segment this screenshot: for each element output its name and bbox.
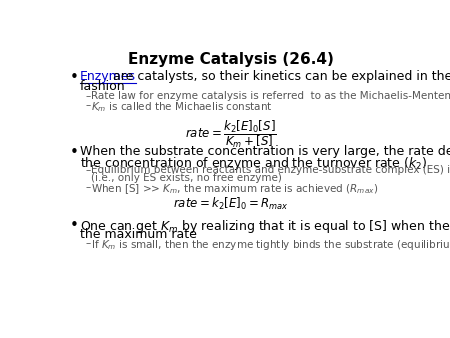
Text: –: –	[86, 91, 91, 101]
Text: Equilibrium between reactants and enzyme-substrate complex (ES) is pushed to the: Equilibrium between reactants and enzyme…	[91, 165, 450, 175]
Text: Rate law for enzyme catalysis is referred  to as the Michaelis-Menten  rate law: Rate law for enzyme catalysis is referre…	[91, 91, 450, 101]
Text: $\mathit{rate} = k_2[E]_0 = R_{max}$: $\mathit{rate} = k_2[E]_0 = R_{max}$	[173, 196, 288, 212]
Text: Enzymes: Enzymes	[80, 70, 135, 83]
Text: –: –	[86, 182, 91, 192]
Text: fashion: fashion	[80, 80, 125, 93]
Text: –: –	[86, 165, 91, 175]
Text: When [S] >> $K_m$, the maximum rate is achieved ($R_{max}$): When [S] >> $K_m$, the maximum rate is a…	[91, 182, 378, 196]
Text: If $K_m$ is small, then the enzyme tightly binds the substrate (equilibrium  is : If $K_m$ is small, then the enzyme tight…	[91, 238, 450, 252]
Text: When the substrate concentration is very large, the rate depends only on: When the substrate concentration is very…	[80, 145, 450, 158]
Text: $\mathit{rate} = \dfrac{k_2[E]_0[S]}{K_m + [S]}$: $\mathit{rate} = \dfrac{k_2[E]_0[S]}{K_m…	[185, 118, 276, 150]
Text: Enzyme Catalysis (26.4): Enzyme Catalysis (26.4)	[128, 52, 333, 67]
Text: the maximum rate: the maximum rate	[80, 228, 196, 241]
Text: •: •	[70, 70, 79, 85]
Text: One can get $K_m$ by realizing that it is equal to [S] when the rate is half of: One can get $K_m$ by realizing that it i…	[80, 218, 450, 235]
Text: –: –	[86, 238, 91, 248]
Text: (i.e., only ES exists, no free enzyme): (i.e., only ES exists, no free enzyme)	[91, 173, 282, 183]
Text: the concentration of enzyme and the turnover rate ($k_2$): the concentration of enzyme and the turn…	[80, 154, 427, 171]
Text: $K_m$ is called the Michaelis constant: $K_m$ is called the Michaelis constant	[91, 100, 273, 114]
Text: •: •	[70, 218, 79, 233]
Text: •: •	[70, 145, 79, 160]
Text: are catalysts, so their kinetics can be explained in the same: are catalysts, so their kinetics can be …	[113, 70, 450, 83]
Text: –: –	[86, 100, 91, 110]
